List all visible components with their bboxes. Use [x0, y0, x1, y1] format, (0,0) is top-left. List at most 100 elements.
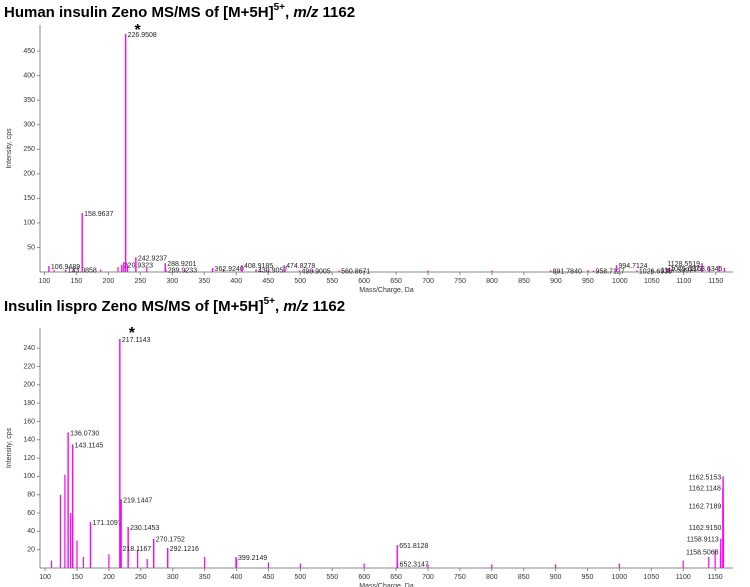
- title-separator: ,: [285, 4, 293, 21]
- title-italic: m/z: [283, 298, 309, 315]
- y-tick-label: 160: [23, 418, 35, 425]
- title-separator: ,: [275, 298, 283, 315]
- x-tick-label: 100: [39, 278, 51, 285]
- peak-label: 1162.5153: [689, 474, 722, 481]
- x-tick-label: 850: [518, 278, 530, 285]
- peak-label: 958.7127: [595, 269, 624, 276]
- y-tick-label: 80: [27, 492, 35, 499]
- x-tick-label: 550: [326, 278, 338, 285]
- x-tick-label: 800: [486, 574, 498, 581]
- peak-label: 220.9323: [124, 263, 153, 270]
- y-tick-label: 40: [27, 528, 35, 535]
- title-italic: m/z: [293, 4, 319, 21]
- x-tick-label: 500: [294, 278, 306, 285]
- y-axis-label: Intensity, cps: [6, 128, 13, 169]
- x-tick-label: 100: [39, 574, 51, 581]
- x-tick-label: 900: [550, 574, 562, 581]
- peak-label: 994.7124: [618, 263, 647, 270]
- x-tick-label: 250: [135, 574, 147, 581]
- peak-label: 891.7840: [553, 269, 582, 276]
- peak-label: 242.9237: [138, 255, 167, 262]
- x-tick-label: 650: [390, 574, 402, 581]
- x-tick-label: 150: [71, 278, 83, 285]
- peak-label: 1163.6345: [690, 266, 723, 273]
- x-axis-label: Mass/Charge, Da: [359, 583, 414, 587]
- peak-label: 1162.9150: [689, 525, 722, 532]
- x-tick-label: 350: [199, 574, 211, 581]
- x-tick-label: 400: [230, 278, 242, 285]
- peak-label: 158.9637: [84, 211, 113, 218]
- peak-label: 1158.9113: [687, 537, 719, 544]
- peak-label: 1075.6371: [670, 266, 703, 273]
- peak-label: 408.9185: [244, 263, 273, 270]
- peak-label: 652.3147: [400, 561, 429, 568]
- peak-label: 1026.6938: [639, 269, 672, 276]
- x-tick-label: 950: [582, 574, 594, 581]
- y-tick-label: 350: [23, 97, 35, 104]
- peak-label: 292.1216: [170, 546, 199, 553]
- peak-label: 1162.7189: [689, 504, 722, 511]
- peak-label: 226.9508: [128, 32, 157, 39]
- peak-label: 560.8671: [341, 269, 370, 276]
- y-tick-label: 220: [23, 363, 35, 370]
- peak-label: 289.9233: [168, 268, 197, 275]
- x-tick-label: 750: [454, 574, 466, 581]
- x-axis-label: Mass/Charge, Da: [359, 287, 414, 294]
- y-tick-label: 100: [23, 473, 35, 480]
- title-text: Human insulin Zeno MS/MS of [M+5H]: [4, 4, 274, 21]
- y-tick-label: 240: [23, 345, 35, 352]
- peak-label: 217.1143: [122, 337, 151, 344]
- x-tick-label: 600: [358, 574, 370, 581]
- x-tick-label: 600: [358, 278, 370, 285]
- x-tick-label: 450: [262, 278, 274, 285]
- title-text: Insulin lispro Zeno MS/MS of [M+5H]: [4, 298, 264, 315]
- peak-label: 143.1145: [75, 442, 104, 449]
- x-tick-label: 700: [422, 574, 434, 581]
- peak-label: 106.9489: [51, 264, 80, 271]
- y-axis-label: Intensity, cps: [6, 427, 13, 468]
- chart-title: Human insulin Zeno MS/MS of [M+5H]5+, m/…: [4, 2, 355, 21]
- peak-label: 1162.1148: [689, 485, 721, 492]
- y-tick-label: 50: [27, 244, 35, 251]
- x-tick-label: 350: [198, 278, 210, 285]
- y-tick-label: 250: [23, 146, 35, 153]
- x-tick-label: 950: [582, 278, 594, 285]
- peak-label: 651.8128: [399, 543, 428, 550]
- y-tick-label: 400: [23, 72, 35, 79]
- y-tick-label: 180: [23, 400, 35, 407]
- x-tick-label: 400: [231, 574, 243, 581]
- y-tick-label: 200: [23, 382, 35, 389]
- y-tick-label: 200: [23, 171, 35, 178]
- y-tick-label: 140: [23, 437, 35, 444]
- x-tick-label: 500: [295, 574, 307, 581]
- y-tick-label: 60: [27, 510, 35, 517]
- y-tick-label: 300: [23, 122, 35, 129]
- peak-label: 362.9240: [215, 266, 244, 273]
- peak-label: 474.8278: [286, 263, 315, 270]
- x-tick-label: 1100: [676, 574, 691, 581]
- x-tick-label: 1100: [676, 278, 691, 285]
- peak-label: 230.1453: [130, 525, 159, 532]
- x-tick-label: 900: [550, 278, 562, 285]
- title-superscript: 5+: [274, 2, 286, 13]
- peak-label: 219.1447: [123, 497, 152, 504]
- annotation: *: [135, 22, 142, 39]
- y-tick-label: 20: [27, 547, 35, 554]
- title-superscript: 5+: [264, 296, 276, 307]
- x-tick-label: 250: [135, 278, 147, 285]
- x-tick-label: 650: [390, 278, 402, 285]
- x-tick-label: 1000: [612, 574, 628, 581]
- peak-label: 288.9201: [167, 261, 196, 268]
- x-tick-label: 1050: [644, 574, 660, 581]
- x-tick-label: 1050: [644, 278, 660, 285]
- y-tick-label: 120: [23, 455, 35, 462]
- peak-label: 399.2149: [238, 555, 267, 562]
- x-tick-label: 700: [422, 278, 434, 285]
- x-tick-label: 1150: [708, 574, 723, 581]
- peak-label: 1128.5519: [667, 261, 700, 268]
- x-tick-label: 1150: [708, 278, 723, 285]
- peak-label: 171.1097: [92, 520, 121, 527]
- chart-title: Insulin lispro Zeno MS/MS of [M+5H]5+, m…: [4, 296, 345, 315]
- x-tick-label: 1000: [612, 278, 628, 285]
